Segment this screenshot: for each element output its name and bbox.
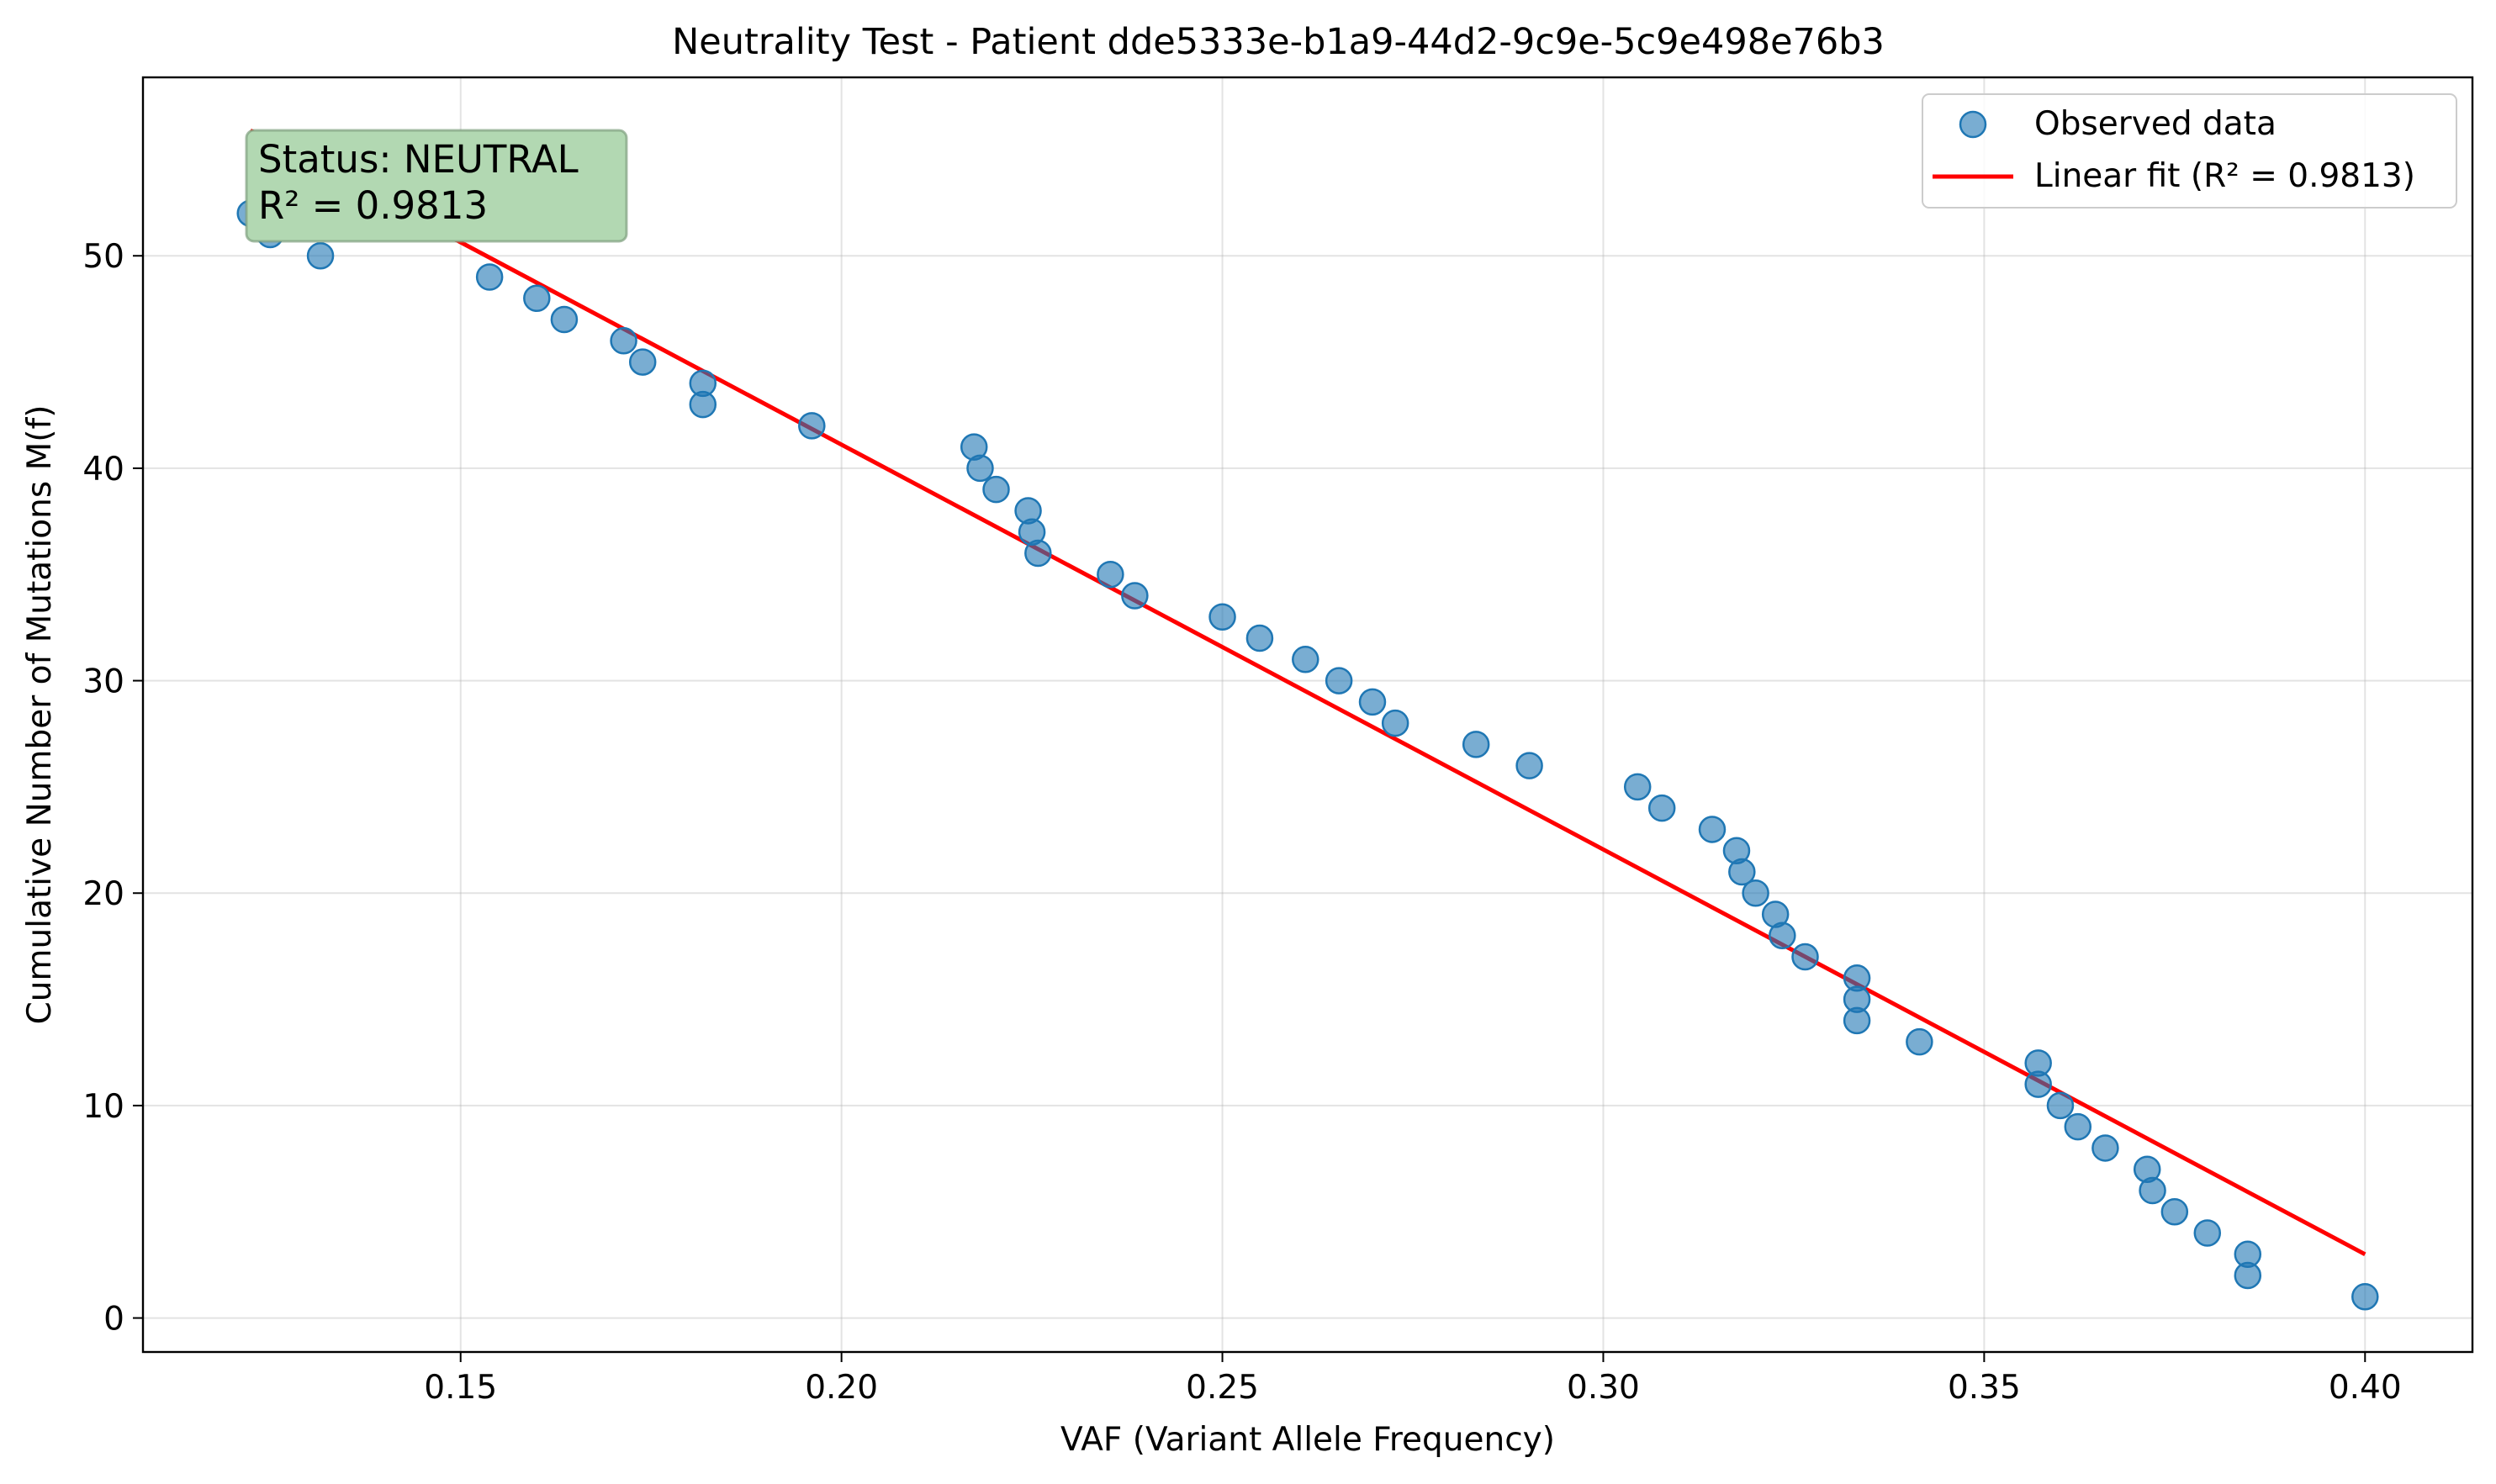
- linear-fit-line: [249, 128, 2366, 1257]
- data-point-9: [689, 390, 717, 419]
- x-tick-label-5: 0.40: [2329, 1369, 2402, 1407]
- y-tick-label-1: 10: [82, 1088, 124, 1126]
- legend: Observed data Linear fit (R² = 0.9813): [1922, 93, 2457, 209]
- y-tick-label-4: 40: [82, 451, 124, 489]
- data-point-26: [1515, 752, 1543, 779]
- status-annotation: Status: NEUTRAL R² = 0.9813: [245, 129, 628, 243]
- data-point-2: [306, 241, 335, 270]
- data-point-18: [1121, 582, 1149, 610]
- data-point-23: [1358, 688, 1387, 716]
- data-point-41: [2024, 1070, 2052, 1098]
- data-point-25: [1462, 731, 1490, 758]
- data-point-50: [2234, 1261, 2262, 1290]
- fit-line-layer: [249, 128, 2366, 1257]
- x-tick-label-4: 0.35: [1948, 1369, 2021, 1407]
- data-point-19: [1208, 603, 1236, 631]
- data-point-39: [1906, 1027, 1933, 1056]
- scatter-points: [236, 199, 2379, 1311]
- data-point-27: [1623, 773, 1652, 801]
- axis-ticks: 0.15 0.20 0.25 0.30 0.35 0.40 0 10 20 30 40 50: [82, 238, 2401, 1407]
- data-point-28: [1647, 794, 1676, 822]
- data-point-46: [2139, 1176, 2166, 1205]
- data-point-3: [475, 263, 504, 291]
- axes-frame: [141, 76, 2474, 1354]
- data-point-6: [610, 327, 637, 355]
- y-axis-label: Cumulative Number of Mutations M(f): [21, 405, 59, 1025]
- y-tick-label-3: 30: [82, 663, 124, 701]
- legend-marker-observed: [1959, 110, 1987, 139]
- data-point-16: [1024, 539, 1052, 568]
- data-point-31: [1728, 858, 1756, 886]
- grid: [143, 77, 2472, 1352]
- data-point-21: [1292, 646, 1319, 673]
- data-point-5: [550, 305, 579, 334]
- x-tick-label-3: 0.30: [1567, 1369, 1640, 1407]
- y-tick-label-2: 20: [82, 875, 124, 913]
- annotation-status-text: Status: NEUTRAL: [258, 137, 579, 182]
- data-point-7: [628, 348, 657, 376]
- data-point-17: [1097, 560, 1124, 589]
- data-point-44: [2091, 1134, 2119, 1162]
- data-point-29: [1698, 816, 1727, 843]
- legend-label-observed: Observed data: [2034, 105, 2277, 143]
- x-axis-label: VAF (Variant Allele Frequency): [1060, 1421, 1555, 1459]
- data-point-42: [2046, 1091, 2075, 1120]
- x-tick-label-0: 0.15: [424, 1369, 497, 1407]
- annotation-background: [245, 129, 628, 243]
- data-point-10: [798, 412, 826, 440]
- data-point-51: [2351, 1283, 2379, 1311]
- chart-title: Neutrality Test - Patient dde5333e-b1a9-…: [672, 21, 1885, 63]
- x-tick-label-2: 0.25: [1186, 1369, 1259, 1407]
- data-point-13: [982, 475, 1010, 504]
- data-point-35: [1791, 943, 1819, 971]
- y-tick-label-0: 0: [103, 1301, 124, 1339]
- data-point-24: [1381, 709, 1409, 737]
- data-point-12: [966, 454, 994, 483]
- data-point-20: [1245, 624, 1274, 652]
- data-point-34: [1769, 922, 1796, 950]
- data-point-38: [1843, 1006, 1871, 1035]
- y-tick-label-5: 50: [82, 238, 124, 276]
- legend-label-fit: Linear fit (R² = 0.9813): [2034, 157, 2415, 195]
- annotation-r2-text: R² = 0.9813: [258, 183, 488, 228]
- data-point-22: [1325, 667, 1353, 694]
- x-tick-label-1: 0.20: [805, 1369, 878, 1407]
- legend-frame: [1922, 93, 2457, 209]
- data-point-32: [1742, 879, 1769, 907]
- data-point-47: [2160, 1197, 2189, 1226]
- data-point-4: [523, 284, 551, 313]
- data-point-43: [2064, 1112, 2092, 1141]
- data-point-48: [2193, 1219, 2222, 1247]
